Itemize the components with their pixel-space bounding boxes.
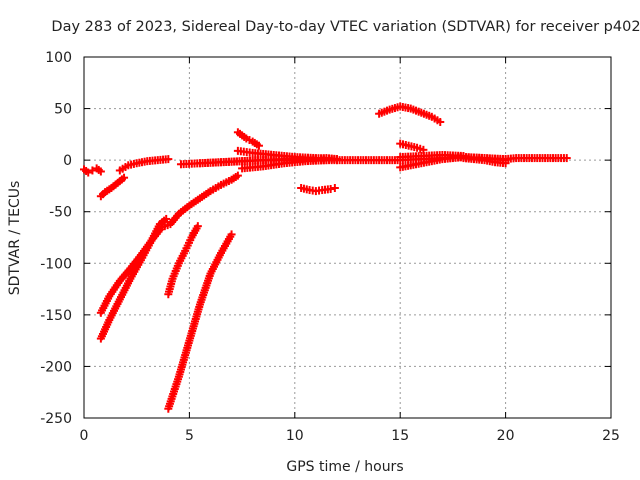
- y-tick-label: -150: [40, 308, 72, 324]
- series-sat-a: [80, 164, 105, 177]
- series-sat-f: [164, 230, 236, 413]
- chart-title: Day 283 of 2023, Sidereal Day-to-day VTE…: [51, 19, 640, 35]
- data-point: [233, 171, 242, 180]
- y-tick-label: 50: [54, 102, 72, 118]
- data-point: [326, 185, 335, 194]
- data-point: [120, 173, 129, 182]
- y-tick-label: -200: [40, 359, 72, 375]
- series-sat-l: [238, 156, 331, 173]
- series-sat-p: [396, 139, 428, 154]
- data-point: [254, 141, 263, 150]
- x-tick-label: 20: [497, 428, 515, 444]
- data-point: [162, 214, 171, 223]
- series-sat-j: [233, 128, 263, 150]
- series-sat-b: [96, 173, 129, 201]
- y-tick-label: 100: [45, 50, 72, 66]
- data-point: [330, 183, 339, 192]
- series-sat-t: [501, 154, 571, 164]
- data-point: [562, 154, 571, 163]
- x-tick-label: 5: [185, 428, 194, 444]
- data-point: [84, 168, 93, 177]
- data-point: [227, 230, 236, 239]
- grid: [84, 57, 611, 418]
- x-tick-label: 15: [391, 428, 409, 444]
- y-tick-label: -50: [49, 205, 72, 221]
- series-sat-s: [459, 154, 510, 168]
- x-tick-label: 10: [286, 428, 304, 444]
- series-sat-g: [164, 222, 202, 299]
- plot-frame: [83, 56, 612, 419]
- y-tick-label: 0: [63, 153, 72, 169]
- series-sat-e: [96, 214, 171, 343]
- series-sat-o: [375, 102, 445, 126]
- y-tick-label: -250: [40, 411, 72, 427]
- x-tick-label: 25: [602, 428, 620, 444]
- y-tick-label: -100: [40, 256, 72, 272]
- y-axis-label: SDTVAR / TECUs: [7, 181, 23, 296]
- data-point: [193, 222, 202, 231]
- data-point: [96, 167, 105, 176]
- axis-ticks: 0 5 10 15 20 25 -250 -200 -150 -100 -50 0 50 100: [40, 50, 620, 444]
- x-axis-label: GPS time / hours: [286, 459, 403, 475]
- series-sat-c: [115, 155, 173, 175]
- data-point: [164, 155, 173, 164]
- x-tick-label: 0: [80, 428, 89, 444]
- data-point: [436, 117, 445, 126]
- data-points: [80, 102, 571, 413]
- data-point: [322, 156, 331, 165]
- series-sat-r: [396, 150, 468, 162]
- series-sat-m: [297, 183, 339, 196]
